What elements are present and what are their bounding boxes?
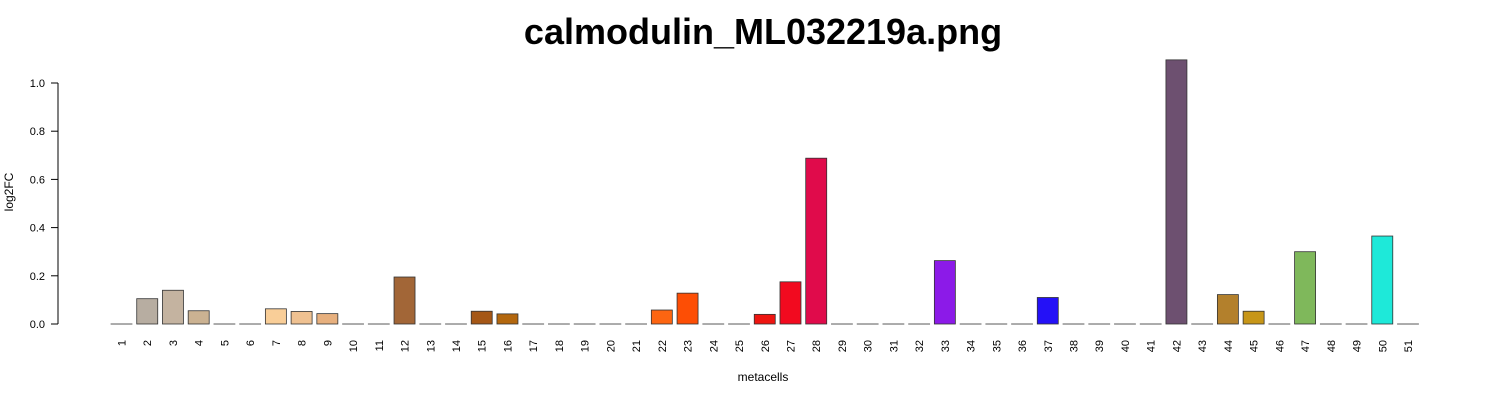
x-tick-label: 16: [502, 340, 514, 352]
x-tick-label: 50: [1377, 340, 1389, 352]
x-tick-label: 45: [1249, 340, 1261, 352]
bar-metacell-37: [1036, 297, 1059, 325]
x-tick-label: 26: [760, 340, 772, 352]
x-tick-label: 25: [734, 340, 746, 352]
x-tick-label: 9: [322, 340, 334, 346]
bar-metacell-26: [753, 313, 776, 325]
x-tick-label: 22: [657, 340, 669, 352]
y-axis-label: log2FC: [2, 172, 16, 211]
y-tick-label: 0.2: [30, 271, 45, 283]
x-tick-label: 34: [966, 340, 978, 352]
bar-metacell-9: [316, 313, 339, 325]
bar-metacell-45: [1242, 310, 1265, 325]
x-tick-label: 20: [605, 340, 617, 352]
bar-metacell-50: [1371, 235, 1394, 325]
x-tick-label: 5: [219, 340, 231, 346]
x-tick-label: 18: [554, 340, 566, 352]
x-tick-label: 14: [451, 340, 463, 352]
x-tick-label: 28: [811, 340, 823, 352]
x-tick-label: 36: [1017, 340, 1029, 352]
x-tick-label: 6: [245, 340, 257, 346]
x-tick-label: 51: [1403, 340, 1415, 352]
x-tick-label: 13: [425, 340, 437, 352]
x-tick-label: 10: [348, 340, 360, 352]
bar-metacell-42: [1165, 59, 1188, 325]
bar-metacell-2: [136, 298, 159, 325]
x-tick-label: 19: [580, 340, 592, 352]
x-tick-label: 11: [374, 340, 386, 351]
chart-title: calmodulin_ML032219a.png: [524, 11, 1002, 52]
x-tick-label: 46: [1274, 340, 1286, 352]
bar-metacell-3: [162, 289, 184, 325]
y-tick-label: 1.0: [30, 78, 45, 90]
x-tick-label: 1: [117, 340, 129, 346]
bar-metacell-27: [779, 281, 802, 325]
bar-metacell-7: [264, 308, 287, 325]
x-tick-label: 7: [271, 340, 283, 346]
bar-metacell-12: [393, 276, 416, 325]
x-tick-label: 29: [837, 340, 849, 352]
x-tick-label: 33: [940, 340, 952, 352]
x-tick-label: 17: [528, 340, 540, 352]
y-tick-label: 0.6: [30, 174, 45, 186]
y-tick-label: 0.8: [30, 126, 45, 138]
x-tick-label: 15: [477, 340, 489, 352]
bar-metacell-8: [290, 311, 313, 325]
x-tick-label: 8: [297, 340, 309, 346]
x-tick-label: 24: [708, 340, 720, 352]
bar-metacell-16: [496, 313, 519, 325]
x-tick-label: 4: [194, 340, 206, 346]
x-tick-label: 27: [785, 340, 797, 352]
y-tick-label: 0.0: [30, 319, 45, 331]
y-tick-label: 0.4: [30, 223, 45, 235]
x-tick-label: 21: [631, 340, 643, 352]
x-tick-label: 3: [168, 340, 180, 346]
bar-metacell-23: [676, 292, 699, 325]
bar-metacell-22: [650, 309, 673, 325]
x-tick-label: 2: [142, 340, 154, 346]
y-axis: 0.0 0.2 0.4 0.6 0.8 1.0: [30, 78, 59, 331]
x-tick-label: 37: [1043, 340, 1055, 352]
x-tick-label: 48: [1326, 340, 1338, 352]
x-tick-label: 40: [1120, 340, 1132, 352]
bar-metacell-15: [470, 310, 493, 325]
x-tick-label: 44: [1223, 340, 1235, 352]
x-tick-label: 12: [400, 340, 412, 352]
bar-metacell-44: [1216, 294, 1239, 325]
bar-metacell-33: [933, 260, 956, 325]
bars-group: [110, 59, 1419, 325]
x-tick-label: 30: [863, 340, 875, 352]
bar-metacell-4: [187, 310, 210, 325]
x-tick-label: 41: [1146, 340, 1158, 352]
x-tick-label: 23: [683, 340, 695, 352]
x-tick-label: 49: [1352, 340, 1364, 352]
x-tick-label: 47: [1300, 340, 1312, 352]
x-tick-label: 42: [1171, 340, 1183, 352]
bar-metacell-28: [805, 157, 828, 325]
x-tick-label: 35: [991, 340, 1003, 352]
x-axis-label: metacells: [738, 370, 789, 384]
x-axis-tick-labels: 1 2 3 4 5 6 7 8 9 10 11 12 13 14 15 16 17 18 19 20 21 22 23 24 2…: [117, 340, 1416, 352]
bar-metacell-47: [1294, 251, 1316, 325]
x-tick-label: 38: [1069, 340, 1081, 352]
x-tick-label: 39: [1094, 340, 1106, 352]
x-tick-label: 31: [888, 340, 900, 352]
x-tick-label: 32: [914, 340, 926, 352]
x-tick-label: 43: [1197, 340, 1209, 352]
